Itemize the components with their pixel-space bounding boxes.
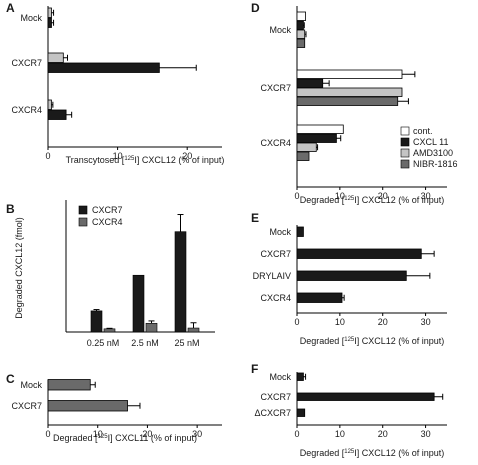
panel-a-x-tick-label: 10 [113, 151, 123, 161]
panel-b-legend-label: CXCR4 [92, 217, 123, 227]
panel-c-category-label: CXCR7 [11, 401, 42, 411]
panel-d-legend-label: NIBR-1816 [413, 159, 458, 169]
panel-e-bar [296, 248, 422, 259]
panel-a-bar [47, 62, 160, 73]
panel-f-category-label: Mock [269, 372, 291, 382]
panel-a-bar [47, 99, 52, 110]
panel-c-x-tick-label: 20 [142, 429, 152, 439]
panel-e-x-tick-label: 10 [335, 317, 345, 327]
panel-e-category-label: CXCR4 [260, 293, 291, 303]
panel-f-x-tick-label: 10 [335, 429, 345, 439]
panel-c-category-label: Mock [20, 380, 42, 390]
panel-d-bar [296, 78, 324, 88]
panel-a-bar [47, 52, 64, 63]
panel-b-legend-swatch [78, 217, 88, 227]
panel-d-category-label: CXCR4 [260, 138, 291, 148]
panel-d-bar [296, 124, 344, 134]
panel-f-x-tick-label: 20 [378, 429, 388, 439]
panel-e-bar [296, 270, 407, 281]
panel-e-category-label: CXCR7 [260, 249, 291, 259]
panel-d-bar [296, 29, 306, 39]
panel-a-category-label: CXCR4 [11, 105, 42, 115]
panel-d-bar [296, 69, 403, 79]
panel-b-bar [132, 274, 145, 333]
panel-f-x-tick-label: 30 [421, 429, 431, 439]
panel-d-bar [296, 87, 403, 97]
panel-b-category-label: 0.25 nM [87, 338, 120, 348]
panel-f-x-tick-label: 0 [294, 429, 299, 439]
panel-d-bar [296, 38, 306, 48]
panel-d-bar [296, 20, 304, 30]
panel-d-bar [296, 142, 317, 152]
panel-b-category-label: 2.5 nM [131, 338, 159, 348]
panel-letter-c: C [6, 372, 15, 386]
panel-d-x-tick-label: 0 [294, 191, 299, 201]
panel-e-x-tick-label: 30 [421, 317, 431, 327]
panel-f-bar [296, 408, 306, 417]
panel-d-x-tick-label: 30 [421, 191, 431, 201]
panel-e-xlabel: Degraded [125I] CXCL12 (% of input) [300, 336, 445, 346]
panel-f-xlabel: Degraded [125I] CXCL12 (% of input) [300, 448, 445, 458]
panel-d-legend-swatch [400, 159, 410, 169]
panel-b-bar [145, 322, 158, 333]
panel-a-bar [47, 7, 52, 18]
panel-d-bar [296, 96, 399, 106]
panel-a-x-tick-label: 20 [182, 151, 192, 161]
panel-letter-a: A [6, 1, 15, 15]
panel-f-category-label: ΔCXCR7 [254, 408, 291, 418]
panel-a-bar [47, 17, 52, 28]
panel-b-category-label: 25 nM [174, 338, 199, 348]
panel-d-category-label: Mock [269, 25, 291, 35]
panel-b-legend-swatch [78, 205, 88, 215]
panel-b-bar [187, 327, 200, 333]
panel-d-x-tick-label: 20 [378, 191, 388, 201]
panel-d-legend-label: AMD3100 [413, 148, 453, 158]
panel-e-bar [296, 226, 304, 237]
panel-c-bar [47, 379, 91, 391]
panel-d-legend-label: cont. [413, 126, 433, 136]
panel-c-xlabel: Degraded [125I] CXCL11 (% of input) [53, 433, 197, 443]
panel-d-x-tick-label: 10 [335, 191, 345, 201]
panel-b-ylabel: Degraded CXCL12 (fmol) [14, 217, 24, 319]
panel-letter-b: B [6, 202, 15, 216]
panel-e-category-label: DRYLAIV [253, 271, 291, 281]
panel-f-bar [296, 392, 435, 401]
panel-a-xlabel: Transcytosed [125I] CXCL12 (% of input) [66, 155, 225, 165]
panel-d-legend-swatch [400, 137, 410, 147]
panel-f-category-label: CXCR7 [260, 392, 291, 402]
panel-e-x-tick-label: 0 [294, 317, 299, 327]
panel-c-x-tick-label: 0 [45, 429, 50, 439]
panel-d-bar [296, 151, 310, 161]
panel-letter-f: F [251, 362, 258, 376]
panel-d-bar [296, 11, 306, 21]
plots-layer: 0 10 20 Mock CXCR7 CXCR4 0.25 nM 2.5 nM 25 nM CXC… [11, 6, 458, 439]
panel-letter-e: E [251, 211, 259, 225]
panel-c-x-tick-label: 10 [93, 429, 103, 439]
panel-letter-d: D [251, 1, 260, 15]
panel-c-x-tick-label: 30 [192, 429, 202, 439]
panel-b-bar [90, 310, 103, 333]
panel-a-bar [47, 109, 67, 120]
panel-d-xlabel: Degraded [125I] CXCL12 (% of input) [300, 195, 445, 205]
panel-b-bar [103, 328, 116, 333]
panel-f-bar [296, 372, 304, 381]
panel-d-legend-label: CXCL 11 [413, 137, 449, 147]
panel-d-bar [296, 133, 337, 143]
panel-e-x-tick-label: 20 [378, 317, 388, 327]
panel-a-category-label: Mock [20, 13, 42, 23]
panel-c-bar [47, 400, 128, 412]
panel-d-legend-swatch [400, 126, 410, 136]
panel-a-category-label: CXCR7 [11, 58, 42, 68]
panel-a-x-tick-label: 0 [45, 151, 50, 161]
panel-d-category-label: CXCR7 [260, 83, 291, 93]
panel-b-bar [174, 231, 187, 333]
panel-e-bar [296, 292, 343, 303]
panel-e-category-label: Mock [269, 227, 291, 237]
panel-d-legend-swatch [400, 148, 410, 158]
panel-b-legend-label: CXCR7 [92, 205, 123, 215]
